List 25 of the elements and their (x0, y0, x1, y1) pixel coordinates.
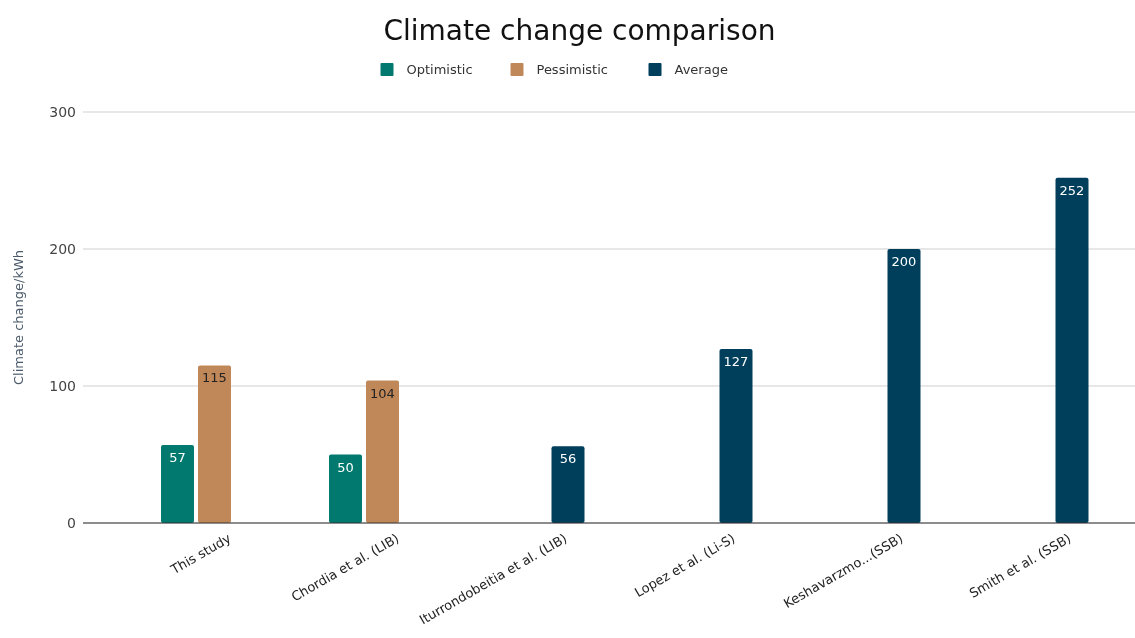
data-label: 252 (1059, 182, 1085, 198)
data-label: 57 (169, 449, 186, 465)
bar (551, 446, 585, 523)
bar (329, 454, 362, 523)
legend-label: Optimistic (406, 62, 473, 77)
bar (198, 365, 231, 523)
data-label: 200 (891, 254, 917, 269)
bar (719, 349, 753, 523)
y-tick-label: 0 (67, 515, 76, 531)
legend-label: Average (674, 62, 728, 77)
y-tick-label: 100 (49, 378, 76, 394)
data-label: 115 (202, 370, 227, 386)
chart-title: Climate change comparison (383, 14, 776, 47)
bar (161, 444, 194, 523)
data-label: 104 (370, 385, 395, 401)
data-label: 56 (559, 451, 577, 467)
legend-label: Pessimistic (536, 62, 608, 77)
y-tick-label: 200 (49, 241, 76, 257)
y-tick-label: 300 (49, 104, 76, 120)
bar (366, 380, 399, 523)
data-label: 127 (723, 354, 749, 370)
y-axis-title: Climate change/kWh (11, 249, 26, 386)
data-label: 50 (337, 459, 354, 475)
bar (887, 249, 921, 523)
bar (1055, 177, 1089, 523)
